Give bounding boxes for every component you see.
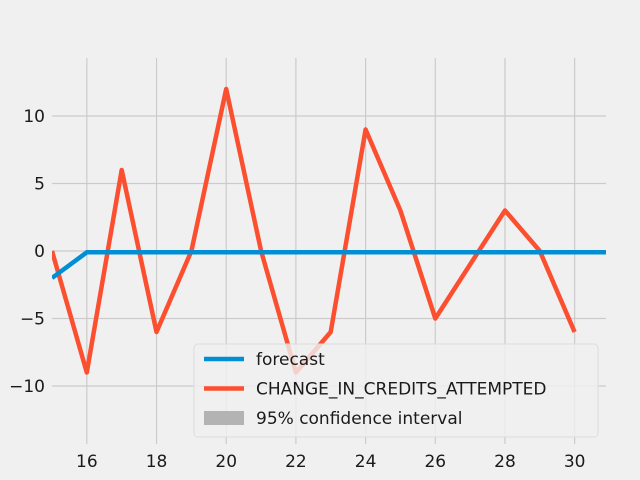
legend: forecast CHANGE_IN_CREDITS_ATTEMPTED 95% c… xyxy=(193,343,599,438)
x-tick-label: 16 xyxy=(76,452,98,472)
y-tick-label: −5 xyxy=(20,309,45,329)
x-tick-label: 18 xyxy=(146,452,168,472)
x-tick-label: 26 xyxy=(424,452,446,472)
y-tick-label: 5 xyxy=(34,175,45,195)
y-tick-label: −10 xyxy=(9,377,45,397)
y-tick-label: 0 xyxy=(34,242,45,262)
tick-labels: 16 18 20 22 24 26 28 30 −10 −5 0 5 10 xyxy=(9,107,585,472)
legend-box xyxy=(193,343,599,438)
x-tick-label: 30 xyxy=(564,452,586,472)
x-tick-label: 22 xyxy=(285,452,307,472)
legend-label: CHANGE_IN_CREDITS_ATTEMPTED xyxy=(256,380,547,400)
legend-label: forecast xyxy=(256,350,325,370)
y-tick-label: 10 xyxy=(23,107,45,127)
legend-label: 95% confidence interval xyxy=(256,409,462,429)
x-tick-label: 20 xyxy=(215,452,237,472)
x-tick-label: 28 xyxy=(494,452,516,472)
series-line-forecast xyxy=(52,250,606,280)
legend-swatch xyxy=(204,411,244,425)
x-tick-label: 24 xyxy=(355,452,377,472)
